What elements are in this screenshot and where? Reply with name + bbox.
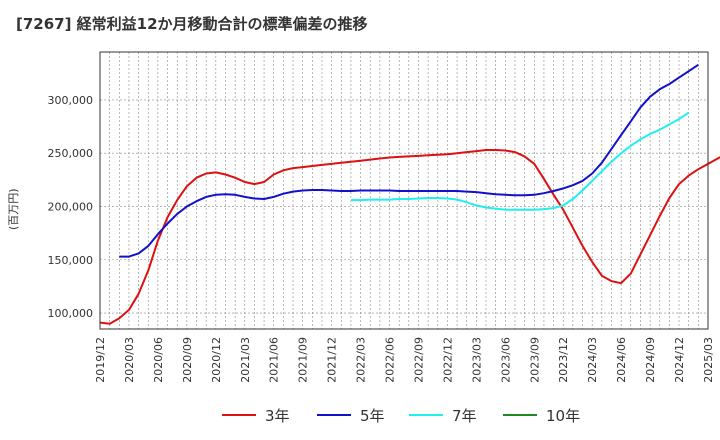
y-ticks: 100,000 150,000 200,000 250,000 300,000	[48, 94, 94, 320]
legend-label-5y: 5年	[360, 406, 385, 425]
x-ticks: 2019/12 2020/03 2020/06 2020/09 2020/12 2021/…	[94, 337, 715, 383]
x-tick-label: 2024/12	[673, 337, 686, 383]
chart-title: [7267] 経常利益12か月移動合計の標準偏差の推移	[16, 15, 368, 33]
y-tick-label: 200,000	[48, 200, 94, 213]
grid	[99, 52, 709, 329]
legend-swatch-10y	[503, 414, 537, 416]
x-tick-label: 2020/06	[152, 337, 165, 383]
legend-item-3y: 3年	[222, 404, 290, 426]
legend-swatch-5y	[317, 414, 351, 416]
x-tick-label: 2023/03	[470, 337, 483, 383]
x-tick-label: 2024/09	[644, 337, 657, 383]
x-tick-label: 2022/12	[441, 337, 454, 383]
y-tick-label: 250,000	[48, 147, 94, 160]
legend-item-7y: 7年	[409, 404, 477, 426]
x-tick-label: 2020/12	[210, 337, 223, 383]
x-tick-label: 2023/09	[528, 337, 541, 383]
series-line-3年	[99, 149, 720, 325]
series-lines	[99, 63, 720, 325]
legend-label-3y: 3年	[265, 406, 290, 425]
y-tick-label: 100,000	[48, 307, 94, 320]
x-tick-label: 2023/12	[557, 337, 570, 383]
x-tick-label: 2023/06	[499, 337, 512, 383]
series-line-7年	[350, 111, 690, 211]
x-tick-label: 2021/09	[297, 337, 310, 383]
x-tick-label: 2024/03	[586, 337, 599, 383]
legend-item-10y: 10年	[503, 404, 580, 426]
x-tick-label: 2021/06	[268, 337, 281, 383]
legend: 3年 5年 7年 10年	[0, 404, 720, 426]
x-tick-label: 2022/03	[355, 337, 368, 383]
x-tick-label: 2021/12	[326, 337, 339, 383]
y-tick-label: 150,000	[48, 254, 94, 267]
x-tick-label: 2020/09	[181, 337, 194, 383]
x-tick-label: 2022/06	[384, 337, 397, 383]
legend-label-7y: 7年	[452, 406, 477, 425]
x-tick-label: 2021/03	[239, 337, 252, 383]
x-tick-label: 2024/06	[615, 337, 628, 383]
x-tick-label: 2020/03	[123, 337, 136, 383]
y-tick-label: 300,000	[48, 94, 94, 107]
x-tick-label: 2022/09	[412, 337, 425, 383]
legend-item-5y: 5年	[317, 404, 385, 426]
legend-swatch-7y	[409, 414, 443, 416]
legend-swatch-3y	[222, 414, 256, 416]
plot-frame	[99, 51, 709, 330]
series-line-5年	[119, 63, 699, 258]
x-tick-label: 2019/12	[94, 337, 107, 383]
x-tick-label: 2025/03	[702, 337, 715, 383]
legend-label-10y: 10年	[546, 406, 581, 425]
